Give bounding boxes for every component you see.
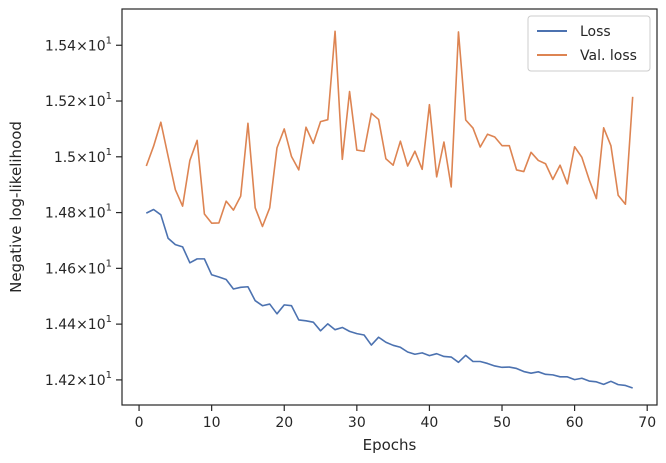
y-tick-label: 1.42×101 xyxy=(45,370,112,389)
y-tick-label: 1.52×101 xyxy=(45,91,112,110)
series-line-loss xyxy=(145,208,633,389)
x-axis-label: Epochs xyxy=(363,436,417,454)
y-axis-label: Negative log-likelihood xyxy=(7,121,25,293)
legend-box xyxy=(527,15,651,72)
x-tick-label: 0 xyxy=(135,415,144,431)
x-axis-ticks: 0 10 20 30 40 50 60 70 xyxy=(135,405,656,431)
y-tick-label: 1.54×101 xyxy=(45,35,112,54)
x-tick-label: 10 xyxy=(203,415,221,431)
series-line-val-loss xyxy=(145,30,634,228)
y-tick-label: 1.5×101 xyxy=(54,147,112,166)
x-tick-label: 60 xyxy=(566,415,584,431)
legend: Loss Val. loss xyxy=(527,15,651,72)
y-tick-label: 1.44×101 xyxy=(45,314,112,333)
legend-label-val-loss: Val. loss xyxy=(580,48,637,64)
x-tick-label: 50 xyxy=(493,415,511,431)
x-tick-label: 40 xyxy=(421,415,439,431)
x-tick-label: 30 xyxy=(348,415,366,431)
plot-lines xyxy=(145,30,634,389)
x-tick-label: 70 xyxy=(638,415,656,431)
legend-label-loss: Loss xyxy=(580,24,611,40)
x-tick-label: 20 xyxy=(275,415,293,431)
y-axis-ticks: 1.42×101 1.44×101 1.46×101 1.48×101 1.5×101 1… xyxy=(45,35,122,389)
y-tick-label: 1.46×101 xyxy=(45,258,112,277)
y-tick-label: 1.48×101 xyxy=(45,203,112,222)
plot-frame xyxy=(121,8,658,406)
